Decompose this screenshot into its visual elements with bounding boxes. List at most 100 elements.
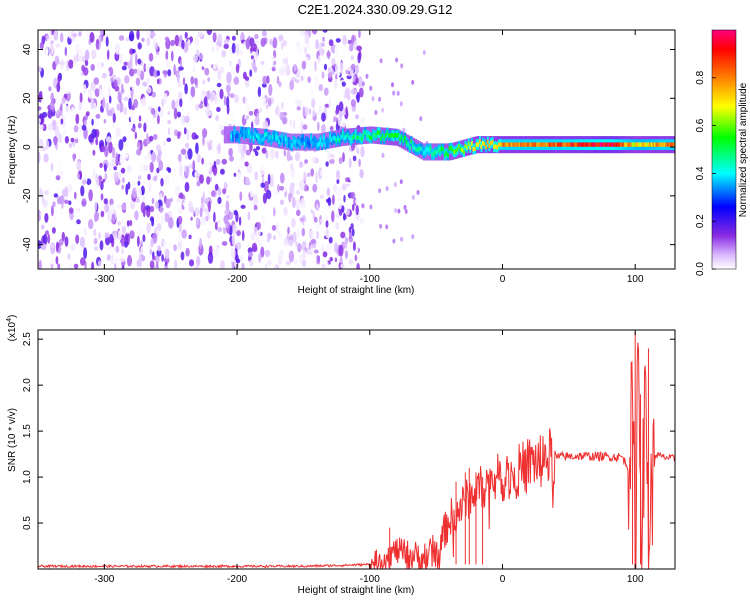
noise-cell <box>378 96 382 102</box>
noise-cell <box>275 66 278 77</box>
noise-cell <box>334 242 338 253</box>
ridge-core <box>663 142 666 147</box>
noise-cell <box>249 69 253 77</box>
colorbar-tick-label: 0.2 <box>695 214 706 228</box>
noise-cell <box>253 209 259 218</box>
noise-cell <box>115 127 121 138</box>
noise-cell <box>64 136 69 144</box>
noise-cell <box>229 155 234 162</box>
colorbar-tick-label: 0.6 <box>695 118 706 132</box>
noise-cell <box>99 162 103 169</box>
noise-cell <box>281 42 284 50</box>
noise-cell <box>135 54 138 66</box>
noise-cell <box>308 108 312 115</box>
ridge-core <box>445 151 448 156</box>
noise-cell <box>177 215 183 225</box>
noise-cell <box>329 153 336 159</box>
noise-cell <box>130 200 136 210</box>
noise-cell <box>43 153 49 163</box>
noise-cell <box>78 31 82 37</box>
noise-cell <box>178 71 183 77</box>
ridge-core <box>590 142 593 147</box>
noise-cell <box>356 147 360 155</box>
noise-cell <box>302 124 308 130</box>
noise-cell <box>168 217 174 229</box>
noise-cell <box>235 258 241 264</box>
noise-cell <box>72 32 78 38</box>
ridge-core <box>394 132 397 138</box>
ridge-core <box>268 135 271 140</box>
noise-cell <box>278 81 282 88</box>
noise-cell <box>272 37 278 49</box>
ridge-core <box>563 142 566 147</box>
noise-cell <box>158 160 164 171</box>
ridge-core <box>240 129 242 135</box>
noise-cell <box>41 185 47 192</box>
noise-cell <box>129 230 135 240</box>
ridge-core <box>542 142 545 147</box>
ridge-core <box>627 142 629 147</box>
noise-cell <box>419 116 423 122</box>
noise-cell <box>203 96 208 107</box>
noise-cell <box>339 85 345 98</box>
noise-cell <box>129 219 133 227</box>
noise-cell <box>150 238 154 248</box>
ridge-core <box>470 141 473 146</box>
noise-cell <box>102 97 106 109</box>
spectrogram-frame <box>37 29 676 270</box>
noise-cell <box>48 56 53 64</box>
noise-cell <box>195 247 199 254</box>
ridge-core <box>553 142 556 147</box>
noise-cell <box>41 96 46 106</box>
noise-cell <box>319 48 325 57</box>
noise-cell <box>235 43 240 56</box>
noise-cell <box>266 237 270 243</box>
ridge-core <box>348 135 351 140</box>
noise-cell <box>120 236 125 248</box>
noise-cell <box>225 200 230 212</box>
noise-cell <box>144 155 148 160</box>
noise-cell <box>132 220 135 226</box>
noise-cell <box>118 35 125 41</box>
noise-cell <box>92 149 96 156</box>
ridge-core <box>544 142 547 147</box>
spectrogram-x-ticks: -300 -200 -100 0 100 <box>94 30 644 285</box>
noise-cell <box>173 107 178 120</box>
noise-cell <box>136 188 142 199</box>
noise-cell <box>379 58 383 64</box>
ridge-core <box>477 142 480 147</box>
noise-cell <box>194 35 199 47</box>
noise-cell <box>327 197 332 206</box>
noise-cell <box>104 202 110 214</box>
noise-cell <box>250 55 254 60</box>
noise-cell <box>152 134 158 140</box>
noise-cell <box>192 66 196 73</box>
noise-cell <box>171 50 174 62</box>
noise-cell <box>282 65 285 76</box>
noise-cell <box>158 106 161 112</box>
ridge-core <box>257 135 260 141</box>
noise-cell <box>57 263 61 269</box>
noise-cell <box>395 57 399 63</box>
noise-cell <box>241 230 245 242</box>
noise-cell <box>312 254 317 262</box>
ridge-core <box>623 142 626 147</box>
noise-cell <box>300 75 304 82</box>
noise-cell <box>267 259 272 266</box>
noise-cell <box>360 117 365 123</box>
noise-cell <box>181 229 187 239</box>
noise-cell <box>202 90 207 97</box>
noise-cell <box>223 38 230 45</box>
noise-cell <box>328 97 332 109</box>
ridge-core <box>349 137 352 143</box>
noise-cell <box>212 248 218 259</box>
ridge-core <box>399 137 402 142</box>
noise-cell <box>82 55 86 63</box>
noise-cell <box>59 209 63 216</box>
noise-cell <box>404 209 408 214</box>
noise-cell <box>337 186 342 197</box>
noise-cell <box>181 114 186 125</box>
noise-cell <box>216 220 221 225</box>
snr-exponent-base: (x10 <box>7 321 18 341</box>
noise-cell <box>400 63 404 69</box>
